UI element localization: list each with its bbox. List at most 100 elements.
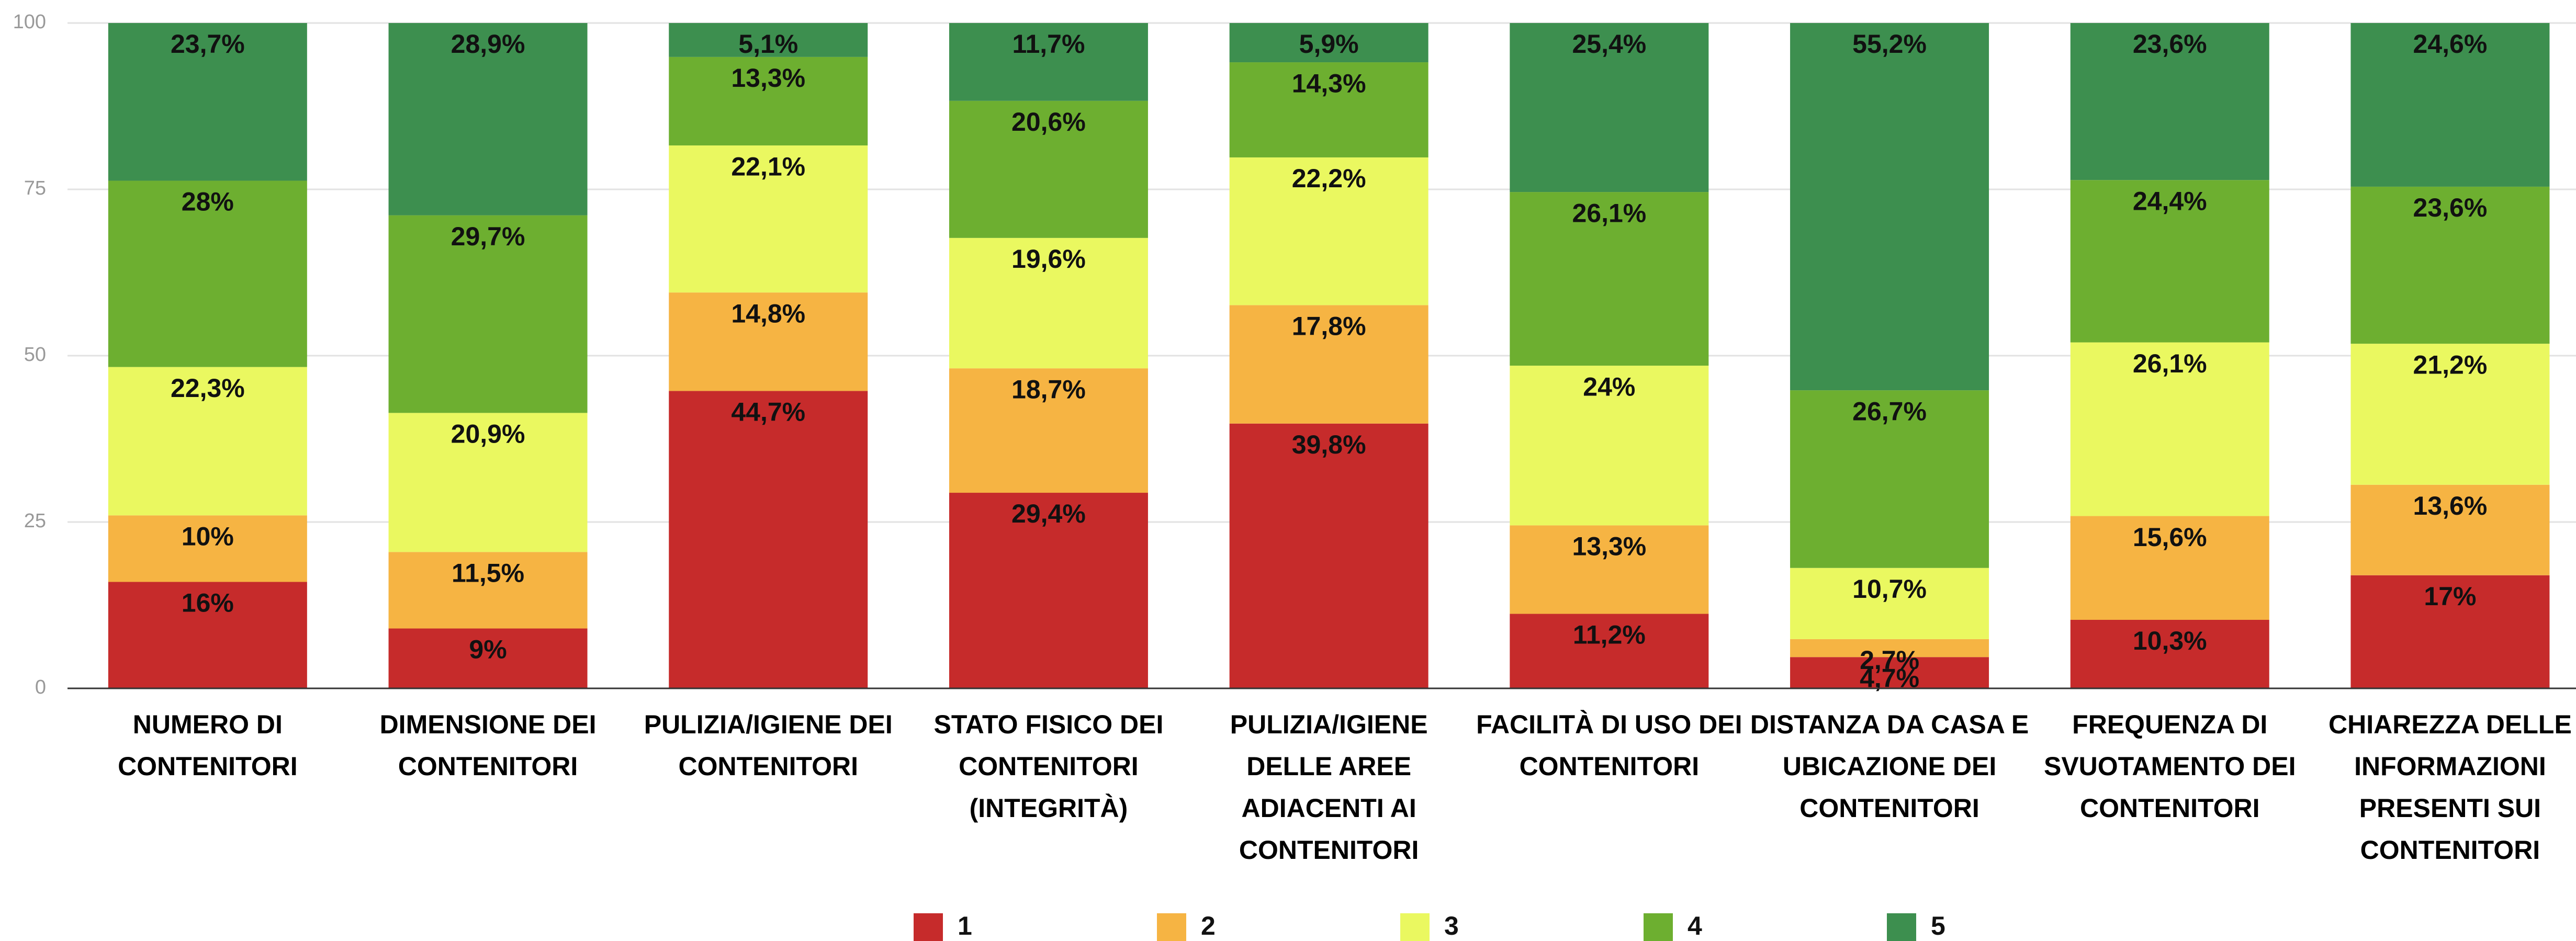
bar-segment [2350,23,2550,187]
bar-segment [388,23,588,216]
data-label: 5,9% [1299,29,1359,59]
bar-segment [388,413,588,552]
data-label: 23,6% [2413,193,2488,222]
bar-segment [108,180,307,367]
bar-segment [949,368,1148,493]
bar-segment [108,23,307,181]
data-label: 25,4% [1572,29,1646,59]
x-tick-label: FACILITÀ DI USO DEI CONTENITORI [1476,710,1742,781]
bar-segment [1510,192,1709,366]
data-label: 5,1% [738,29,798,59]
legend-label: 1 [958,911,972,940]
bar-segment [2350,186,2550,344]
data-label: 17% [2424,582,2476,611]
data-label: 11,7% [1012,29,1085,59]
bar-segment [388,215,588,413]
bar-segment [1510,366,1709,526]
bar-segment [1790,639,1989,657]
bar-segment [388,552,588,629]
data-label: 29,4% [1011,499,1086,528]
bar-segment [1790,568,1989,639]
bar-segment [2070,23,2269,180]
bar-segment [108,515,307,582]
bar-segment [1229,62,1428,157]
data-label: 14,3% [1292,69,1366,98]
data-label: 26,7% [1852,396,1927,426]
data-label: 39,8% [1292,430,1366,459]
bar-segment [1229,423,1428,688]
bar-segment [1510,614,1709,688]
data-label: 28,9% [451,29,525,59]
data-label: 10,7% [1852,574,1927,604]
data-label: 20,6% [1011,107,1086,137]
bar-segment [2070,180,2269,343]
data-label: 19,6% [1011,244,1086,274]
x-tick-label: PULIZIA/IGIENE DEI CONTENITORI [644,710,893,781]
data-label: 9% [469,635,507,664]
bar-segment [1229,23,1428,63]
data-label: 24% [1583,372,1635,401]
legend-swatch [1157,913,1186,941]
legend-swatch [914,913,943,941]
data-label: 24,4% [2133,186,2207,216]
y-tick-label: 100 [13,11,46,33]
bar-segment [1790,657,1989,688]
bar-segment [2350,344,2550,485]
data-label: 22,3% [171,373,245,403]
x-tick-label: FREQUENZA DI SVUOTAMENTO DEI CONTENITORI [2043,710,2296,823]
bar-segment [2350,484,2550,575]
bar-segment [669,391,868,688]
data-label: 18,7% [1011,375,1086,404]
data-label: 13,6% [2413,491,2488,520]
x-tick-label: DISTANZA DA CASA E UBICAZIONE DEI CONTEN… [1750,710,2029,823]
bar-segment [1510,23,1709,192]
bar-segment [669,145,868,293]
data-label: 16% [182,588,234,618]
data-label: 2,7% [1860,645,1919,675]
data-label: 21,2% [2413,350,2488,379]
x-tick-label: PULIZIA/IGIENE DELLE AREE ADIACENTI AI C… [1230,710,1428,865]
data-label: 10% [182,521,234,551]
data-label: 13,3% [1572,532,1646,561]
bar-segment [2070,342,2269,516]
bar-segment [108,582,307,688]
bar-segment [669,56,868,146]
legend-label: 4 [1688,911,1702,940]
legend-swatch [1887,913,1916,941]
data-label: 20,9% [451,420,525,449]
x-tick-label: CHIAREZZA DELLE INFORMAZIONI PRESENTI SU… [2328,710,2572,865]
legend-swatch [1644,913,1673,941]
bar-segment [1790,390,1989,568]
bar-segment [2350,575,2550,688]
x-tick-label: DIMENSIONE DEI CONTENITORI [379,710,597,781]
bar-segment [1790,23,1989,391]
data-label: 24,6% [2413,29,2488,59]
data-label: 17,8% [1292,312,1366,341]
legend-label: 2 [1201,911,1216,940]
x-tick-label: NUMERO DI CONTENITORI [118,710,298,781]
bar-segment [949,23,1148,101]
bar-segment [1510,525,1709,614]
legend-label: 3 [1444,911,1459,940]
bar-segment [388,628,588,688]
data-label: 11,2% [1573,620,1646,650]
bar-segment [1229,157,1428,305]
bar-segment [1229,305,1428,424]
data-label: 22,1% [731,152,805,181]
data-label: 22,2% [1292,164,1366,193]
data-label: 28% [182,187,234,217]
data-label: 29,7% [451,222,525,251]
x-tick-label: STATO FISICO DEI CONTENITORI (INTEGRITÀ) [933,710,1164,823]
data-label: 23,7% [171,29,245,59]
y-tick-label: 75 [24,177,46,199]
data-label: 15,6% [2133,523,2207,552]
bar-segment [949,493,1148,688]
data-label: 44,7% [731,398,805,427]
y-tick-label: 25 [24,510,46,532]
data-label: 23,6% [2133,29,2207,59]
bar-segment [949,100,1148,238]
bar-segment [2070,516,2269,620]
bar-segment [669,292,868,391]
